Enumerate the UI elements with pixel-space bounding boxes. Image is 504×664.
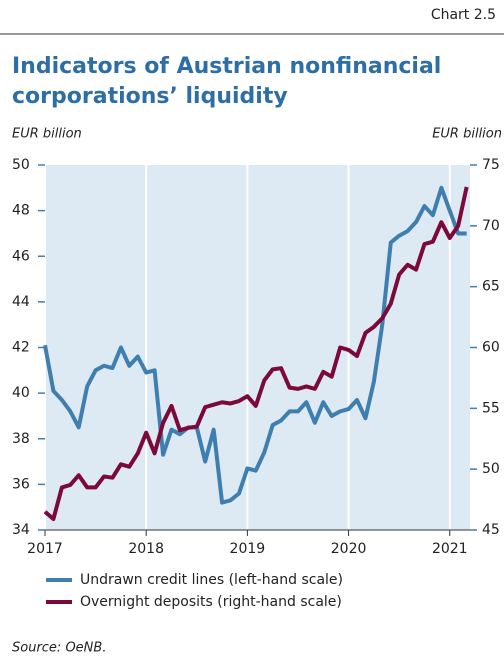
source: Source: OeNB. xyxy=(12,641,106,656)
y-tick-label: 36 xyxy=(12,476,30,492)
y2-tick-label: 60 xyxy=(482,340,500,356)
legend-label: Undrawn credit lines (left-hand scale) xyxy=(80,572,343,588)
data-line xyxy=(43,186,469,522)
data-line xyxy=(43,185,467,505)
x-tick-label: 2018 xyxy=(128,541,164,557)
x-tick-label: 2020 xyxy=(331,541,367,557)
y-tick-label: 48 xyxy=(12,203,30,219)
y2-axis-label: EUR billion xyxy=(432,127,502,142)
y-tick-label: 42 xyxy=(12,340,30,356)
y2-tick-label: 75 xyxy=(482,157,500,173)
y-tick-label: 34 xyxy=(12,522,30,538)
y-tick-label: 44 xyxy=(12,294,30,310)
y2-tick-label: 55 xyxy=(482,400,500,416)
legend-label: Overnight deposits (right-hand scale) xyxy=(80,594,342,610)
x-tick-label: 2017 xyxy=(27,541,63,557)
chart-title: Indicators of Austrian nonfinancial xyxy=(12,54,441,79)
x-tick-label: 2019 xyxy=(230,541,266,557)
y2-tick-label: 50 xyxy=(482,461,500,477)
y2-tick-label: 45 xyxy=(482,522,500,538)
chart-label: Chart 2.5 xyxy=(431,7,496,23)
y-tick-label: 50 xyxy=(12,157,30,173)
y-axis-label: EUR billion xyxy=(12,127,82,142)
y-tick-label: 46 xyxy=(12,248,30,264)
chart-title: corporations’ liquidity xyxy=(12,84,288,109)
y2-tick-label: 65 xyxy=(482,279,500,295)
y-tick-label: 40 xyxy=(12,385,30,401)
y2-tick-label: 70 xyxy=(482,218,500,234)
y-tick-label: 38 xyxy=(12,431,30,447)
x-tick-label: 2021 xyxy=(432,541,468,557)
